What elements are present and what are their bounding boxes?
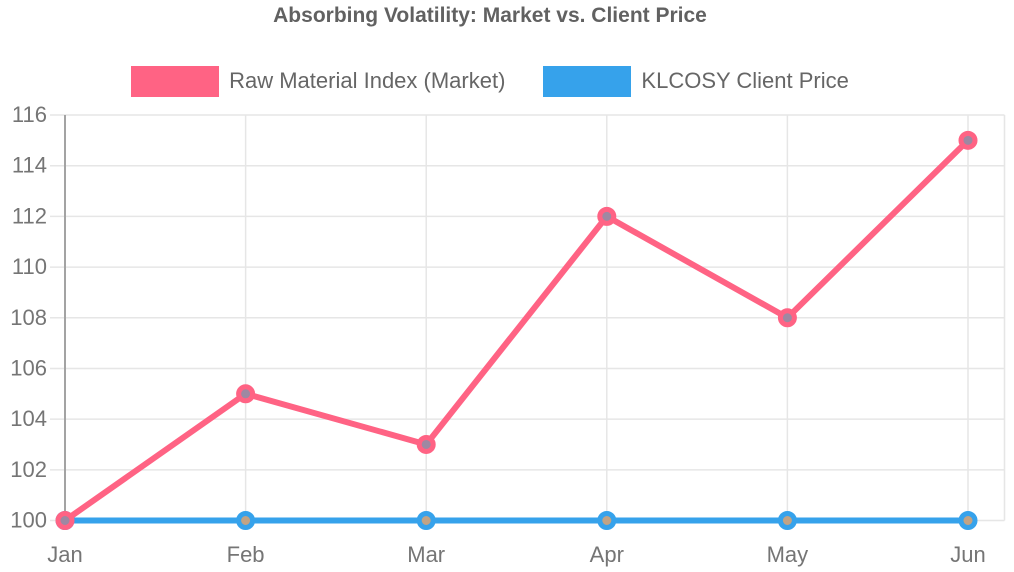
legend-swatch-client: [543, 65, 632, 97]
legend-label-client: KLCOSY Client Price: [641, 68, 849, 93]
x-axis-tick-label: Feb: [227, 542, 265, 567]
y-axis-tick-label: 104: [10, 406, 47, 431]
y-axis-tick-label: 102: [10, 457, 47, 482]
y-axis-tick-label: 100: [10, 508, 47, 533]
y-axis-tick-label: 114: [12, 153, 47, 178]
y-axis-tick-label: 112: [12, 203, 47, 228]
chart-legend: Raw Material Index (Market) KLCOSY Clien…: [0, 64, 980, 98]
y-axis-tick-label: 110: [12, 254, 47, 279]
data-point-marker[interactable]: [236, 511, 256, 530]
legend-item-client[interactable]: KLCOSY Client Price: [543, 65, 849, 97]
legend-swatch-market: [131, 65, 220, 97]
data-point-marker[interactable]: [777, 308, 797, 328]
legend-item-market[interactable]: Raw Material Index (Market): [131, 65, 506, 97]
data-point-marker[interactable]: [597, 206, 617, 226]
data-point-marker[interactable]: [55, 511, 75, 530]
x-axis-tick-label: Mar: [407, 542, 445, 567]
series-line: [62, 137, 971, 524]
chart-title: Absorbing Volatility: Market vs. Client …: [273, 4, 707, 27]
data-point-marker[interactable]: [777, 511, 797, 530]
y-axis-tick-label: 108: [10, 305, 47, 330]
x-axis-tick-label: Apr: [590, 542, 624, 567]
x-axis-tick-label: Jan: [47, 542, 82, 567]
data-point-marker[interactable]: [958, 130, 978, 150]
x-axis-tick-label: Jun: [950, 542, 985, 567]
data-point-marker[interactable]: [958, 511, 978, 530]
data-point-marker[interactable]: [597, 511, 617, 530]
y-axis-tick-label: 116: [12, 102, 47, 127]
data-point-marker[interactable]: [416, 434, 436, 454]
y-axis-tick-label: 106: [10, 355, 47, 380]
legend-label-market: Raw Material Index (Market): [229, 68, 506, 93]
x-axis-tick-label: May: [767, 542, 809, 567]
data-point-marker[interactable]: [236, 384, 256, 404]
data-point-marker[interactable]: [416, 511, 436, 530]
